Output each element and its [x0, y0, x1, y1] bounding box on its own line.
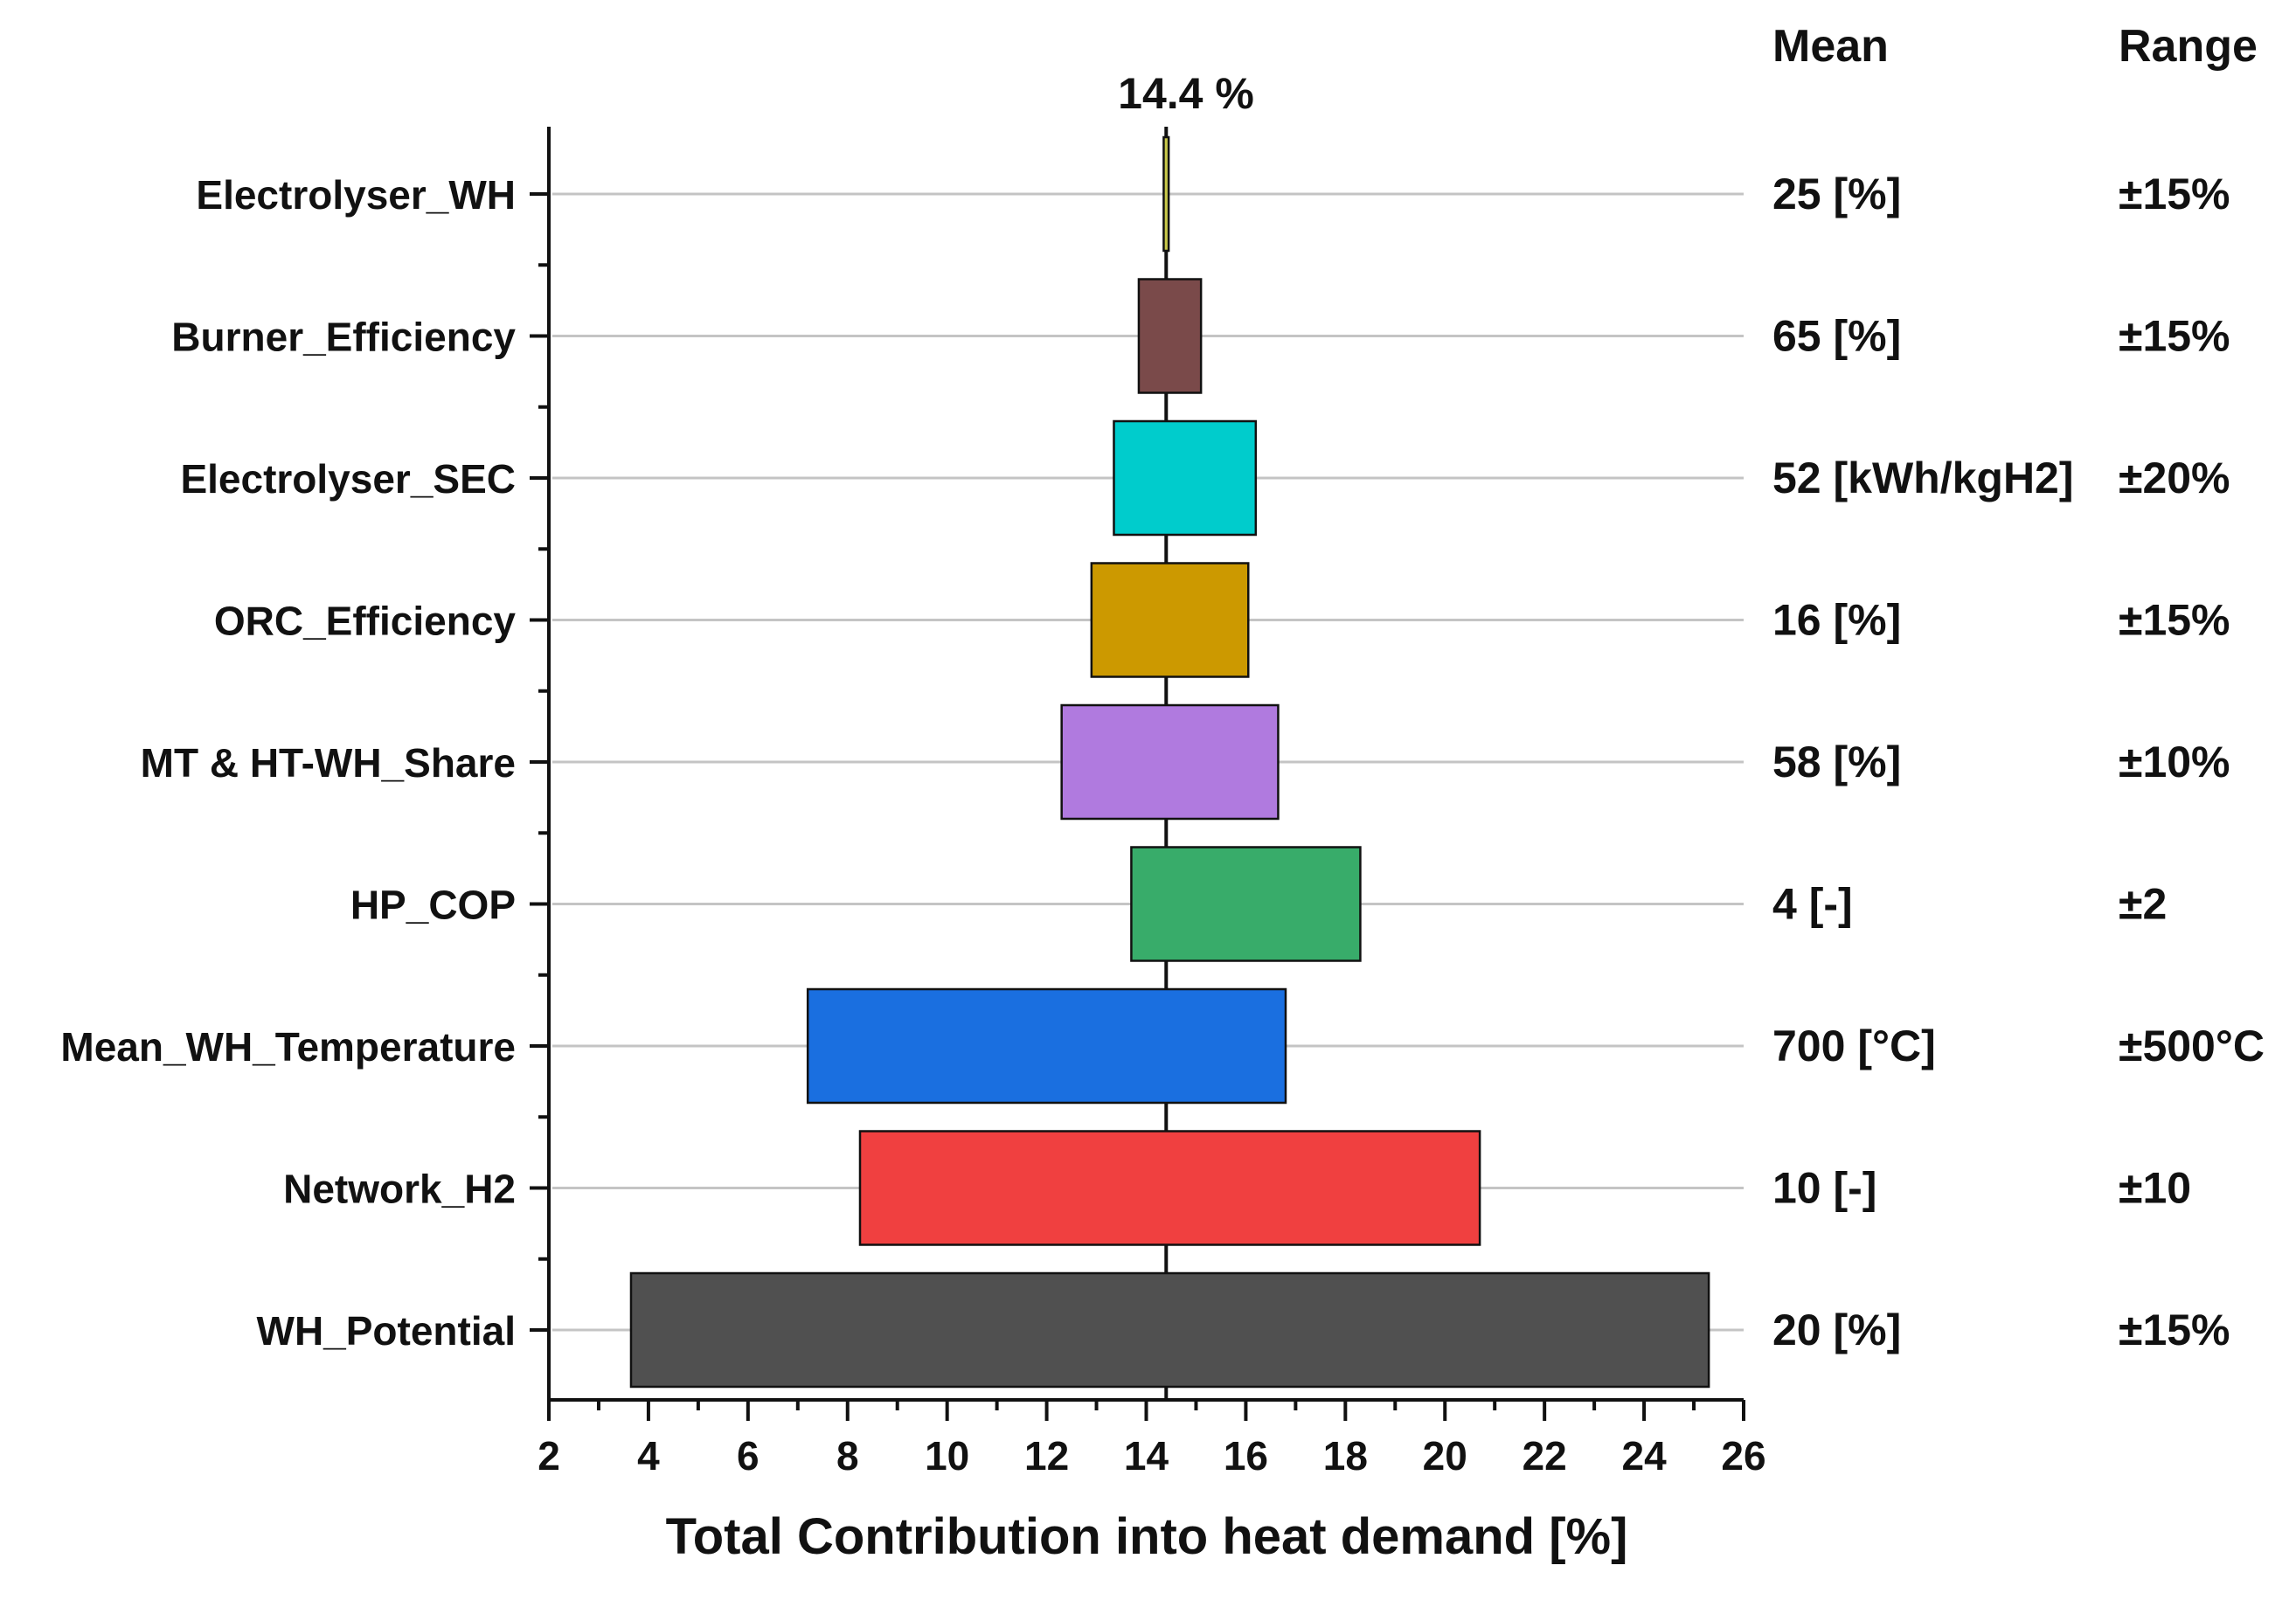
mean-value: 52 [kWh/kgH2] [1772, 454, 2074, 502]
bar-electrolyser-wh [1162, 135, 1170, 253]
x-tick-label: 10 [925, 1433, 969, 1479]
x-tick-label: 26 [1721, 1433, 1765, 1479]
category-label: WH_Potential [257, 1308, 516, 1354]
baseline-label: 14.4 % [1118, 69, 1254, 118]
x-tick-label: 6 [737, 1433, 760, 1479]
mean-header: Mean [1772, 21, 1889, 72]
x-tick-label: 4 [637, 1433, 660, 1479]
category-label: Network_H2 [283, 1167, 516, 1212]
range-value: ±15% [2119, 170, 2230, 218]
category-label: Electrolyser_SEC [180, 456, 516, 502]
x-tick-label: 12 [1024, 1433, 1069, 1479]
range-value: ±15% [2119, 312, 2230, 361]
x-tick-label: 16 [1224, 1433, 1268, 1479]
bar-hp-cop [1130, 846, 1362, 962]
x-tick-label: 18 [1323, 1433, 1368, 1479]
bar-network-h2 [858, 1130, 1481, 1246]
range-value: ±10% [2119, 738, 2230, 786]
category-label: Electrolyser_WH [196, 172, 516, 218]
category-label: Burner_Efficiency [171, 315, 516, 360]
mean-value: 10 [-] [1772, 1164, 1876, 1213]
range-value: ±15% [2119, 1306, 2230, 1354]
range-value: ±500°C [2119, 1022, 2265, 1070]
x-tick-label: 8 [836, 1433, 859, 1479]
x-tick-label: 20 [1423, 1433, 1467, 1479]
category-label: Mean_WH_Temperature [60, 1024, 516, 1070]
category-label: HP_COP [350, 883, 516, 928]
x-tick-label: 2 [538, 1433, 560, 1479]
x-axis-title: Total Contribution into heat demand [%] [666, 1508, 1628, 1565]
bar-orc-efficiency [1090, 562, 1250, 678]
label-layer: Electrolyser_WH 25 [%] ±15% Burner_Efficien… [60, 170, 2265, 1354]
x-tick-label: 14 [1124, 1433, 1169, 1479]
range-value: ±15% [2119, 596, 2230, 645]
range-value: ±2 [2119, 880, 2167, 929]
mean-value: 25 [%] [1772, 170, 1901, 218]
mean-value: 700 [°C] [1772, 1022, 1936, 1070]
range-value: ±10 [2119, 1164, 2191, 1213]
bar-wh-potential [629, 1271, 1710, 1389]
bar-burner-efficiency [1137, 278, 1203, 394]
range-value: ±20% [2119, 454, 2230, 502]
mean-value: 16 [%] [1772, 596, 1901, 645]
category-label: MT & HT-WH_Share [141, 740, 516, 786]
category-label: ORC_Efficiency [214, 599, 517, 644]
bar-mean-wh-temperature [806, 987, 1287, 1105]
x-tick-label: 22 [1523, 1433, 1567, 1479]
range-header: Range [2119, 21, 2258, 72]
mean-value: 20 [%] [1772, 1306, 1901, 1354]
mean-value: 4 [-] [1772, 880, 1853, 929]
mean-value: 58 [%] [1772, 738, 1901, 786]
bar-electrolyser-sec [1113, 419, 1258, 537]
bar-mt-ht-wh-share [1060, 703, 1280, 821]
mean-value: 65 [%] [1772, 312, 1901, 361]
bar-layer [629, 135, 1710, 1389]
x-tick-label: 24 [1621, 1433, 1667, 1479]
